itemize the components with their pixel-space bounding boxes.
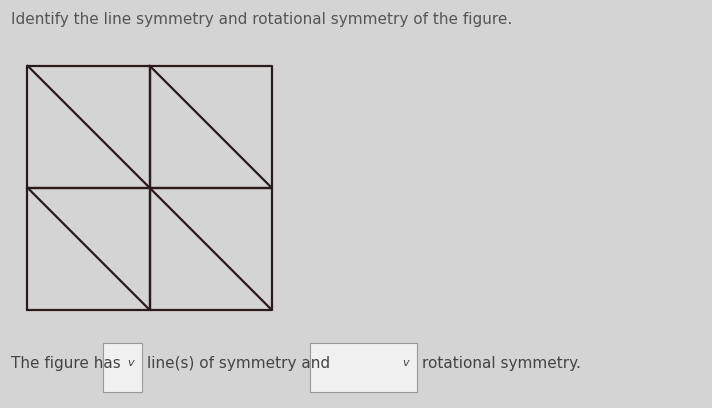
- FancyBboxPatch shape: [310, 343, 417, 392]
- Text: The figure has: The figure has: [11, 356, 120, 370]
- Text: rotational symmetry.: rotational symmetry.: [422, 356, 581, 370]
- Text: v: v: [127, 358, 134, 368]
- Text: Identify the line symmetry and rotational symmetry of the figure.: Identify the line symmetry and rotationa…: [11, 12, 512, 27]
- Text: line(s) of symmetry and: line(s) of symmetry and: [147, 356, 330, 370]
- Text: v: v: [402, 358, 409, 368]
- FancyBboxPatch shape: [103, 343, 142, 392]
